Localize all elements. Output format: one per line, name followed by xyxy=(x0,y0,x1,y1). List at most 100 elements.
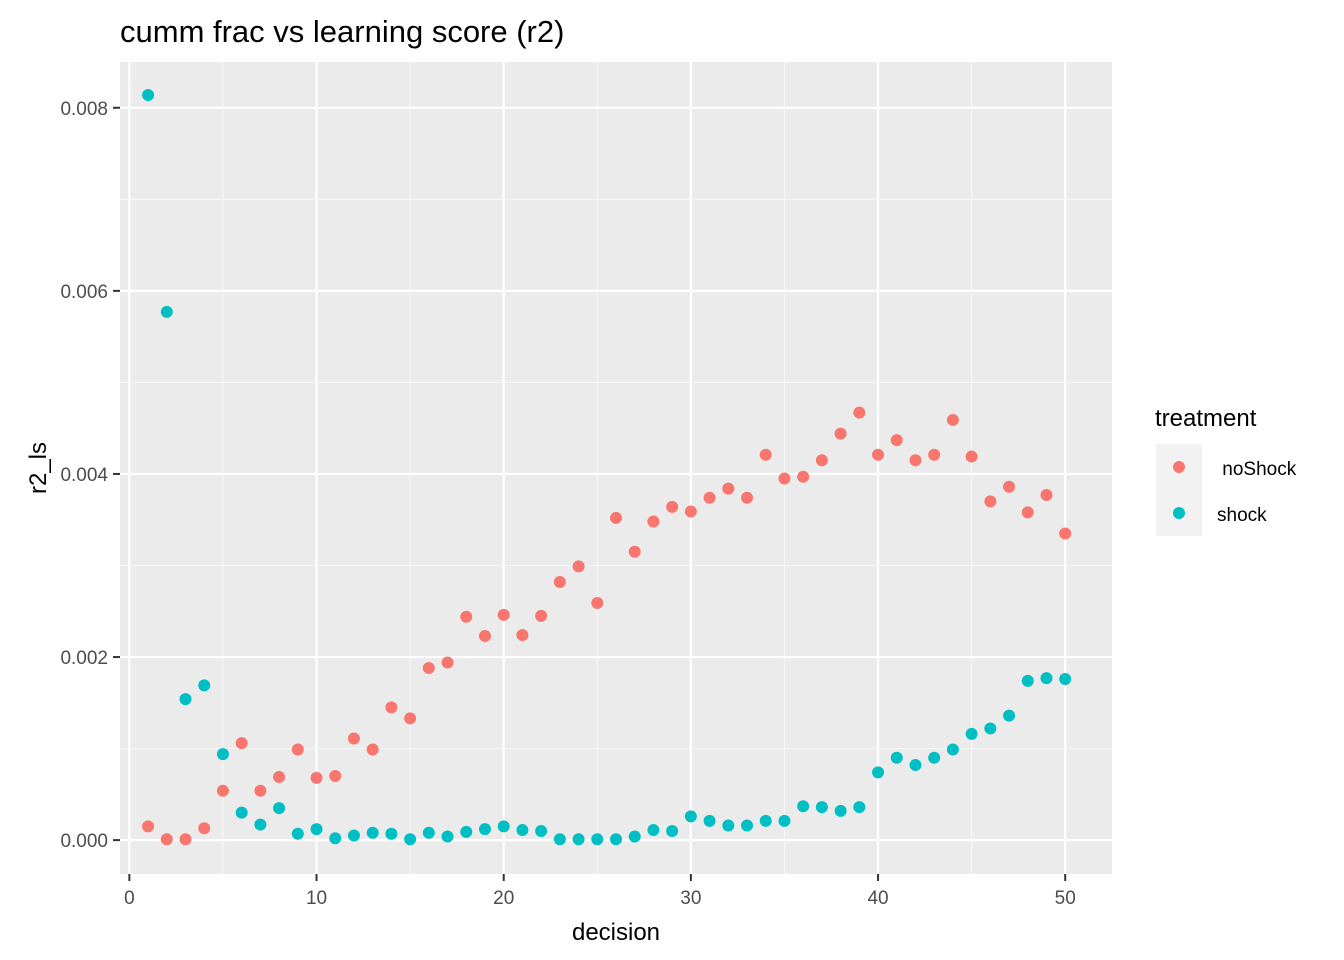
point-noshock xyxy=(291,743,304,756)
axes: 0 10 20 30 40 50 0.000 0.002 0.004 0.006 0.008 xyxy=(60,99,1075,909)
point-shock xyxy=(516,824,529,837)
point-shock xyxy=(1021,674,1034,687)
legend-key-noshock xyxy=(1173,461,1185,473)
point-noshock xyxy=(441,656,454,669)
point-shock xyxy=(815,801,828,814)
point-noshock xyxy=(591,597,604,610)
point-shock xyxy=(591,833,604,846)
point-noshock xyxy=(142,820,155,833)
point-noshock xyxy=(273,770,286,783)
point-noshock xyxy=(422,662,435,675)
point-shock xyxy=(741,819,754,832)
point-shock xyxy=(553,833,566,846)
point-noshock xyxy=(516,629,529,642)
point-shock xyxy=(965,727,978,740)
legend-label-shock: shock xyxy=(1217,505,1267,526)
point-shock xyxy=(441,830,454,843)
point-shock xyxy=(853,801,866,814)
point-noshock xyxy=(610,511,622,524)
point-shock xyxy=(478,823,491,836)
point-noshock xyxy=(647,515,660,528)
point-shock xyxy=(572,833,585,846)
legend: treatment noShock shock xyxy=(1155,405,1297,536)
point-noshock xyxy=(385,701,398,714)
point-shock xyxy=(235,806,248,819)
point-shock xyxy=(684,810,697,823)
point-shock xyxy=(834,804,847,817)
point-noshock xyxy=(946,413,959,426)
point-shock xyxy=(347,829,360,842)
point-noshock xyxy=(1003,480,1016,493)
point-shock xyxy=(628,830,641,843)
point-shock xyxy=(797,800,810,813)
grid-major xyxy=(120,62,1112,874)
point-shock xyxy=(273,802,286,815)
point-noshock xyxy=(553,575,566,588)
point-shock xyxy=(198,679,211,692)
legend-title: treatment xyxy=(1155,405,1257,432)
x-tick-label: 50 xyxy=(1055,888,1076,909)
point-noshock xyxy=(722,482,735,495)
point-noshock xyxy=(160,833,173,846)
point-shock xyxy=(722,819,735,832)
point-shock xyxy=(666,824,679,837)
point-shock xyxy=(984,722,997,735)
point-noshock xyxy=(984,495,997,508)
point-noshock xyxy=(535,609,548,622)
point-noshock xyxy=(666,500,679,513)
point-noshock xyxy=(198,822,211,835)
x-tick-label: 10 xyxy=(306,888,327,909)
point-shock xyxy=(890,751,903,764)
point-noshock xyxy=(572,560,585,573)
x-tick-label: 30 xyxy=(680,888,701,909)
point-noshock xyxy=(928,448,941,461)
point-shock xyxy=(1003,709,1016,722)
y-tick-label: 0.000 xyxy=(60,831,108,852)
point-shock xyxy=(1040,672,1053,685)
point-shock xyxy=(759,814,772,827)
x-axis-title: decision xyxy=(572,919,660,946)
y-tick-label: 0.002 xyxy=(60,648,108,669)
point-shock xyxy=(1059,673,1072,686)
point-shock xyxy=(366,826,379,839)
point-noshock xyxy=(853,406,866,419)
plot-panel xyxy=(120,62,1112,874)
x-tick-label: 40 xyxy=(867,888,888,909)
point-noshock xyxy=(404,712,417,725)
x-tick-label: 0 xyxy=(124,888,135,909)
point-noshock xyxy=(909,454,922,467)
point-shock xyxy=(160,305,173,318)
point-noshock xyxy=(703,491,716,504)
point-noshock xyxy=(872,448,885,461)
point-shock xyxy=(216,748,229,761)
point-noshock xyxy=(778,472,791,485)
point-noshock xyxy=(478,629,491,642)
point-shock xyxy=(497,820,510,833)
point-shock xyxy=(422,826,435,839)
point-shock xyxy=(254,818,267,831)
point-noshock xyxy=(797,470,810,483)
point-noshock xyxy=(179,833,192,846)
legend-key-shock xyxy=(1173,507,1185,519)
point-noshock xyxy=(965,450,978,463)
point-noshock xyxy=(834,427,847,440)
y-tick-label: 0.008 xyxy=(60,99,108,120)
point-shock xyxy=(610,833,622,846)
point-shock xyxy=(535,824,548,837)
point-noshock xyxy=(460,610,473,623)
point-noshock xyxy=(815,454,828,467)
point-noshock xyxy=(1021,506,1034,519)
point-shock xyxy=(329,832,342,845)
point-noshock xyxy=(759,448,772,461)
point-shock xyxy=(460,825,473,838)
chart-title: cumm frac vs learning score (r2) xyxy=(120,14,564,49)
point-shock xyxy=(928,751,941,764)
point-noshock xyxy=(890,434,903,447)
point-noshock xyxy=(1059,527,1072,540)
point-shock xyxy=(404,833,417,846)
point-noshock xyxy=(235,737,248,750)
point-shock xyxy=(291,827,304,840)
legend-label-noshock: noShock xyxy=(1217,459,1297,480)
y-axis-title: r2_ls xyxy=(25,442,52,494)
